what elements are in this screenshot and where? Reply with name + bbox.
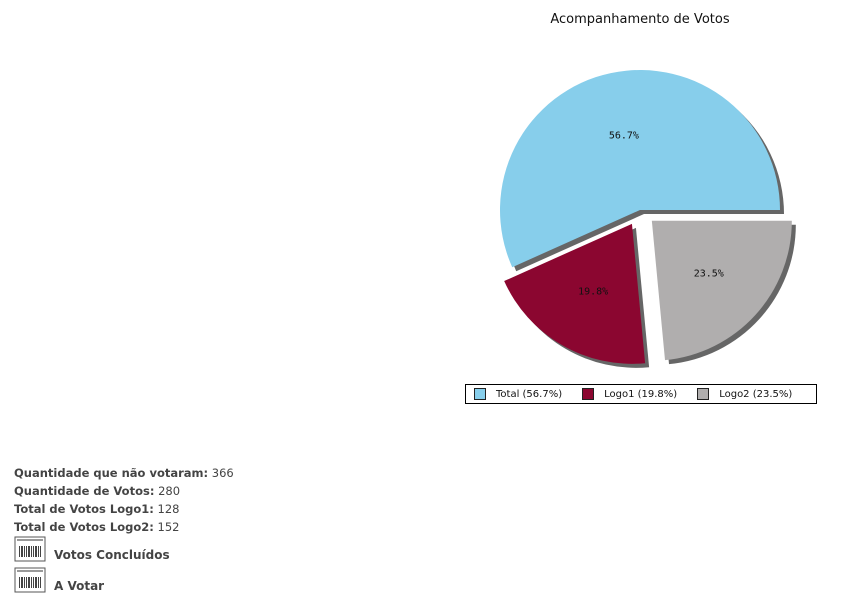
stat-value: 128	[157, 502, 180, 516]
pie-slice-total	[499, 69, 780, 268]
legend-swatch-total	[474, 388, 486, 400]
votos-concluidos-label: Votos Concluídos	[54, 548, 170, 562]
legend-label-total: Total (56.7%)	[496, 388, 563, 400]
vote-stats: Quantidade que não votaram: 366 Quantida…	[14, 464, 234, 536]
stat-row-votos-logo1: Total de Votos Logo1: 128	[14, 502, 180, 516]
legend-item-total: Total (56.7%)	[474, 388, 562, 400]
a-votar-label: A Votar	[54, 579, 105, 593]
pie-slice-logo2	[651, 220, 792, 361]
stat-row-votos-logo2: Total de Votos Logo2: 152	[14, 520, 180, 534]
legend-swatch-logo1	[582, 388, 595, 400]
stat-row-nao-votaram: Quantidade que não votaram: 366	[14, 466, 234, 480]
pie-slice-logo1	[504, 223, 646, 364]
a-votar-link[interactable]: A Votar	[14, 567, 104, 593]
legend-item-logo1: Logo1 (19.8%)	[582, 388, 677, 400]
stat-value: 366	[211, 466, 234, 480]
legend-item-logo2: Logo2 (23.5%)	[697, 388, 792, 400]
pie-label-logo1: 19.8%	[578, 286, 608, 297]
pie-chart: 56.7% 19.8% 23.5%	[499, 69, 796, 368]
legend-label-logo2: Logo2 (23.5%)	[719, 388, 793, 400]
legend-label-logo1: Logo1 (19.8%)	[604, 388, 678, 400]
stat-value: 280	[158, 484, 181, 498]
stat-row-quantidade-votos: Quantidade de Votos: 280	[14, 484, 181, 498]
pie-label-total: 56.7%	[609, 131, 639, 142]
document-icon	[14, 567, 46, 593]
pie-label-logo2: 23.5%	[694, 269, 724, 280]
chart-legend: Total (56.7%) Logo1 (19.8%) Logo2 (23.5%…	[465, 384, 817, 404]
stat-value: 152	[157, 520, 180, 534]
votos-concluidos-link[interactable]: Votos Concluídos	[14, 536, 170, 562]
document-icon	[14, 536, 46, 562]
chart-title: Acompanhamento de Votos	[550, 12, 730, 27]
legend-swatch-logo2	[697, 388, 710, 400]
